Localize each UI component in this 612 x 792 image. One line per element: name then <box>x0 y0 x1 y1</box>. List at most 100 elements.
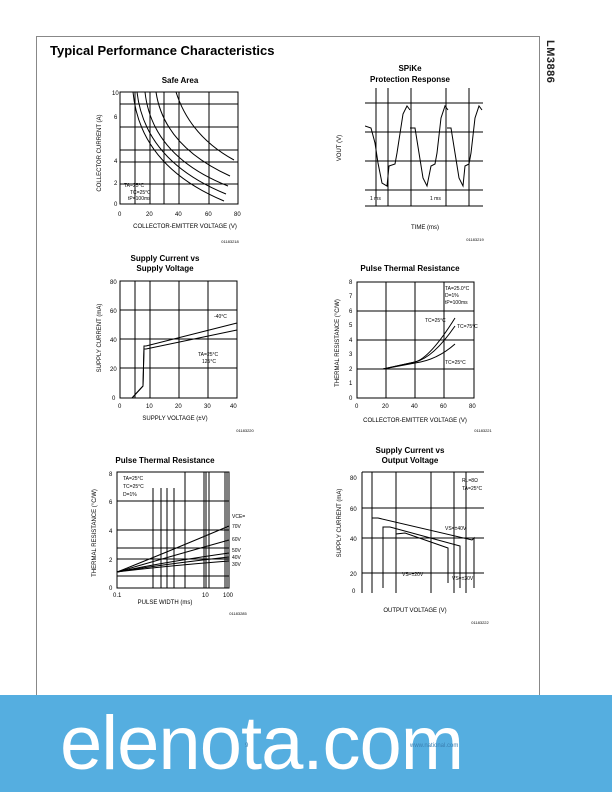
svg-text:6: 6 <box>349 309 353 315</box>
svg-text:TC=25°C: TC=25°C <box>130 190 151 196</box>
svg-text:6: 6 <box>109 500 113 506</box>
svg-text:7: 7 <box>349 294 353 300</box>
svg-text:TC=25°C: TC=25°C <box>123 484 144 490</box>
svg-text:3: 3 <box>349 352 353 358</box>
svg-text:D=1%: D=1% <box>445 293 459 299</box>
svg-text:60: 60 <box>350 507 357 513</box>
svg-text:5: 5 <box>349 323 353 329</box>
svg-text:RL=8Ω: RL=8Ω <box>462 478 478 484</box>
svg-text:10: 10 <box>112 91 119 97</box>
svg-text:0.1: 0.1 <box>113 593 122 598</box>
svg-text:8: 8 <box>109 472 113 478</box>
part-number-label: LM3886 <box>544 40 556 84</box>
svg-text:70V: 70V <box>232 524 242 530</box>
svg-text:0: 0 <box>118 404 122 410</box>
svg-text:tP=100ms: tP=100ms <box>445 300 468 306</box>
svg-text:4: 4 <box>114 159 118 165</box>
supply-current-out-xlabel: OUTPUT VOLTAGE (V) <box>383 608 447 614</box>
svg-text:0: 0 <box>114 202 118 208</box>
supply-current-v-chart: 0 20 40 60 80 0 10 20 30 40 -40°C TA=25°C 125°C <box>110 278 250 413</box>
svg-text:40: 40 <box>110 338 117 344</box>
svg-text:2: 2 <box>114 181 118 187</box>
svg-text:TA=25°C: TA=25°C <box>123 476 143 482</box>
svg-text:30V: 30V <box>232 562 242 568</box>
svg-text:80: 80 <box>234 212 241 218</box>
supply-current-v-code: 01183220 <box>236 428 254 433</box>
svg-text:0: 0 <box>355 404 359 410</box>
supply-current-out-title-2: Output Voltage <box>381 456 439 465</box>
svg-text:20: 20 <box>110 367 117 373</box>
svg-text:40: 40 <box>350 537 357 543</box>
svg-text:6: 6 <box>114 115 118 121</box>
svg-text:0: 0 <box>352 589 356 595</box>
pulse-thermal-1-code: 01183221 <box>474 428 492 433</box>
supply-current-v-xlabel: SUPPLY VOLTAGE (±V) <box>142 416 208 422</box>
svg-text:10: 10 <box>202 593 209 598</box>
spike-title-1: SPiKe <box>398 64 422 73</box>
svg-text:1 ms: 1 ms <box>370 196 381 202</box>
svg-text:D=1%: D=1% <box>123 492 137 498</box>
svg-text:40V: 40V <box>232 555 242 561</box>
svg-text:2: 2 <box>109 558 113 564</box>
supply-current-out-ylabel: SUPPLY CURRENT (mA) <box>337 488 343 558</box>
svg-text:20: 20 <box>175 404 182 410</box>
page-number: 9 <box>245 743 249 749</box>
svg-text:20: 20 <box>146 212 153 218</box>
pulse-thermal-2-code: 01183285 <box>229 611 247 616</box>
pulse-thermal-1-xlabel: COLLECTOR-EMITTER VOLTAGE (V) <box>363 418 467 424</box>
supply-current-out-title-1: Supply Current vs <box>375 446 445 455</box>
svg-text:8: 8 <box>349 280 353 286</box>
pulse-thermal-1-ylabel: THERMAL RESISTANCE (°C/W) <box>335 299 341 387</box>
spike-chart: 1 ms 1 ms <box>365 88 485 213</box>
svg-text:TC=25°C: TC=25°C <box>445 360 466 366</box>
watermark-banner <box>0 695 612 792</box>
footer-url[interactable]: www.national.com <box>410 743 459 749</box>
svg-text:125°C: 125°C <box>202 359 216 365</box>
svg-text:-40°C: -40°C <box>214 314 227 320</box>
safe-area-code: 01183218 <box>221 239 239 244</box>
svg-text:TA=25°C: TA=25°C <box>462 486 482 492</box>
svg-text:VCE=: VCE= <box>232 514 245 520</box>
svg-text:20: 20 <box>350 572 357 578</box>
pulse-thermal-2-ylabel: THERMAL RESISTANCE (°C/W) <box>92 489 98 577</box>
svg-text:80: 80 <box>469 404 476 410</box>
pulse-thermal-1-chart: 0 1 2 3 4 5 6 7 8 0 20 40 60 80 TA=25.0°C D=1% tP=100m… <box>345 276 485 414</box>
svg-text:40: 40 <box>411 404 418 410</box>
svg-text:TC=75°C: TC=75°C <box>457 324 478 330</box>
supply-current-out-code: 01183222 <box>471 620 489 625</box>
supply-current-v-title-1: Supply Current vs <box>130 254 200 263</box>
supply-current-v-title-2: Supply Voltage <box>136 264 194 273</box>
safe-area-title: Safe Area <box>161 76 199 85</box>
svg-text:TA=25°C: TA=25°C <box>124 183 144 189</box>
svg-text:4: 4 <box>109 529 113 535</box>
svg-text:2: 2 <box>349 367 353 373</box>
svg-text:50V: 50V <box>232 548 242 554</box>
svg-text:60: 60 <box>110 309 117 315</box>
safe-area-ylabel: COLLECTOR CURRENT (A) <box>97 114 103 192</box>
svg-text:40: 40 <box>230 404 237 410</box>
svg-text:0: 0 <box>109 586 113 592</box>
svg-text:VS=±20V: VS=±20V <box>402 572 424 578</box>
svg-text:100: 100 <box>223 593 234 598</box>
spike-title-2: Protection Response <box>369 75 450 84</box>
svg-text:1: 1 <box>349 381 353 387</box>
svg-text:VS=±30V: VS=±30V <box>452 576 474 582</box>
svg-text:tP=100ms: tP=100ms <box>128 196 151 202</box>
watermark-text: elenota.com <box>60 701 464 786</box>
svg-text:60: 60 <box>205 212 212 218</box>
svg-text:TA=25°C: TA=25°C <box>198 352 218 358</box>
spike-code: 01183219 <box>466 237 484 242</box>
svg-text:40: 40 <box>175 212 182 218</box>
svg-text:60: 60 <box>440 404 447 410</box>
svg-text:80: 80 <box>350 476 357 482</box>
svg-text:VS=±40V: VS=±40V <box>445 526 467 532</box>
pulse-thermal-2-chart: 0 2 4 6 8 0.1 10 100 TA=25°C TC=25°C D=1% VCE= 70… <box>105 468 245 598</box>
svg-text:30: 30 <box>204 404 211 410</box>
svg-text:0: 0 <box>118 212 122 218</box>
svg-text:TC=25°C: TC=25°C <box>425 318 446 324</box>
svg-text:80: 80 <box>110 280 117 286</box>
safe-area-xlabel: COLLECTOR-EMITTER VOLTAGE (V) <box>133 224 237 230</box>
safe-area-chart: 10 6 4 2 0 0 20 40 60 80 TA=25°C TC=25°C tP=100ms <box>90 86 260 251</box>
pulse-thermal-2-title: Pulse Thermal Resistance <box>115 456 215 465</box>
